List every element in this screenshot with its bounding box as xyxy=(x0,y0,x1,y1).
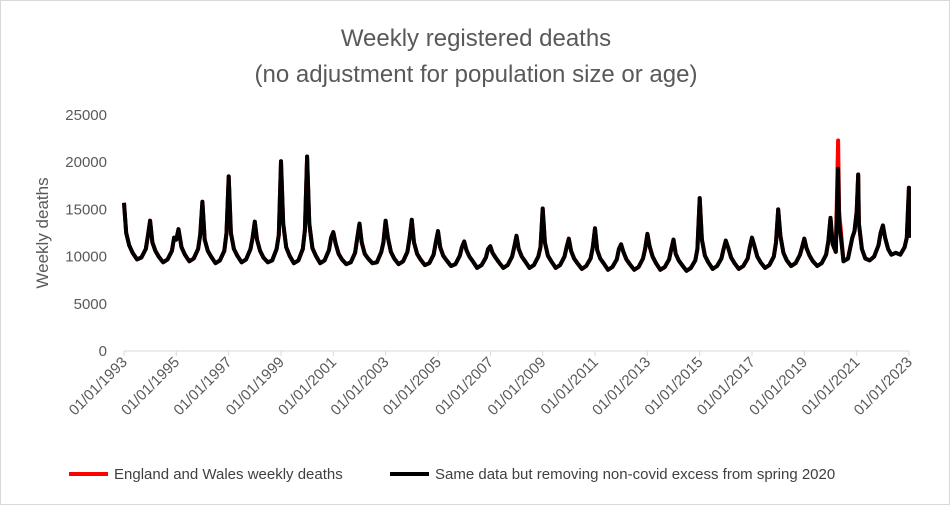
x-axis-ticks: 01/01/199301/01/199501/01/199701/01/1999… xyxy=(66,351,916,419)
y-tick-label: 0 xyxy=(99,343,107,360)
chart-subtitle: (no adjustment for population size or ag… xyxy=(255,61,698,88)
y-axis-ticks: 0 5000 10000 15000 20000 25000 xyxy=(65,107,107,360)
y-tick-label: 5000 xyxy=(74,296,107,313)
y-tick-label: 20000 xyxy=(65,154,107,171)
chart-title: Weekly registered deaths xyxy=(341,25,611,52)
legend-label-england-wales: England and Wales weekly deaths xyxy=(114,466,343,483)
legend: England and Wales weekly deaths Same dat… xyxy=(69,466,835,483)
series-layer xyxy=(122,138,911,273)
y-tick-label: 25000 xyxy=(65,107,107,124)
legend-label-covid-adjusted: Same data but removing non-covid excess … xyxy=(435,466,835,483)
y-tick-label: 10000 xyxy=(65,249,107,266)
series-line-covid-adjusted xyxy=(122,154,911,273)
y-tick-label: 15000 xyxy=(65,201,107,218)
series-line-england-wales xyxy=(122,138,911,273)
y-axis-label: Weekly deaths xyxy=(33,177,52,288)
